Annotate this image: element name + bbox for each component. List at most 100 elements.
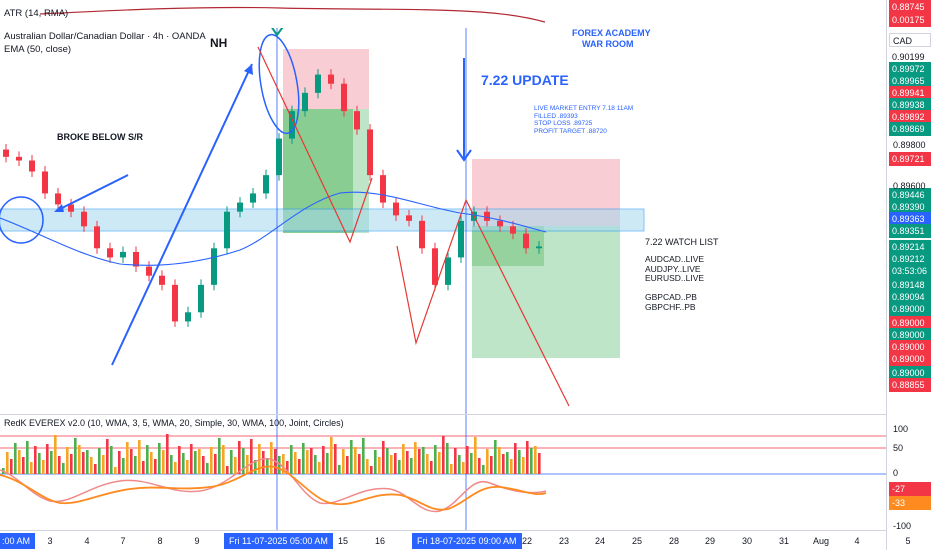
candle-body	[68, 204, 74, 212]
osc-bar	[446, 443, 449, 474]
price-tag: 0.89972	[889, 62, 931, 76]
price-tag: 0.90199	[889, 50, 931, 64]
osc-bar	[502, 454, 505, 474]
watch-item: AUDCAD..LIVE	[645, 254, 705, 264]
candle-body	[289, 111, 295, 139]
osc-bar	[410, 458, 413, 474]
candle-body	[380, 175, 386, 203]
osc-bar	[214, 454, 217, 474]
osc-bar	[326, 453, 329, 474]
osc-bar	[238, 441, 241, 474]
time-highlight-2: Fri 18-07-2025 09:00 AM	[412, 533, 522, 549]
profit-zone-2	[472, 226, 620, 358]
osc-bar	[82, 452, 85, 474]
watch-title: 7.22 WATCH LIST	[645, 237, 719, 247]
time-tick: 28	[668, 536, 680, 546]
osc-bar	[286, 461, 289, 474]
candle-body	[458, 220, 464, 258]
candle-body	[445, 257, 451, 285]
watch-item: EURUSD..LIVE	[645, 273, 705, 283]
osc-bar	[222, 445, 225, 474]
osc-bar	[394, 453, 397, 474]
circle-left	[0, 196, 44, 244]
osc-bar	[66, 447, 69, 474]
price-tag: 0.89869	[889, 122, 931, 136]
time-axis[interactable]: :00 AM 3 4 7 8 9 Fri 11-07-2025 05:00 AM…	[0, 530, 911, 550]
osc-axis-label: 100	[893, 424, 909, 434]
time-tick: 8	[157, 536, 163, 546]
candle-body	[393, 202, 399, 216]
time-highlight-1: Fri 11-07-2025 05:00 AM	[224, 533, 333, 549]
osc-value-tag: -27	[889, 482, 931, 496]
osc-bar	[162, 450, 165, 474]
osc-bar	[206, 463, 209, 474]
main-legend-title: Australian Dollar/Canadian Dollar · 4h ·…	[4, 31, 206, 42]
entry-note: LIVE MARKET ENTRY 7.18 11AM FILLED .8939…	[534, 105, 633, 135]
osc-bar	[450, 464, 453, 474]
osc-bar	[438, 452, 441, 474]
osc-bar	[18, 450, 21, 474]
candle-body	[523, 233, 529, 249]
candle-body	[224, 211, 230, 249]
osc-bar	[126, 442, 129, 474]
osc-bar	[422, 447, 425, 474]
osc-bar	[190, 444, 193, 474]
atr-line-chart	[39, 6, 546, 23]
osc-bar	[382, 441, 385, 474]
broke-label: BROKE BELOW S/R	[57, 132, 144, 142]
price-chart[interactable]	[0, 23, 886, 414]
osc-bar	[250, 439, 253, 474]
price-tag: 0.89446	[889, 188, 931, 202]
candle-body	[341, 83, 347, 112]
time-tick: 31	[778, 536, 790, 546]
osc-bar	[134, 456, 137, 474]
osc-bar	[58, 456, 61, 474]
price-axis-label: 0.89800	[893, 140, 926, 150]
price-axis[interactable]: 0.00175 CAD 0.90199 0.89972 0.89965 0.89941…	[886, 0, 932, 550]
osc-bar	[442, 436, 445, 474]
oscillator-panel[interactable]: RedK EVEREX v2.0 (10, WMA, 3, 5, WMA, 20…	[0, 414, 886, 531]
candle-body	[146, 266, 152, 276]
osc-bar	[386, 448, 389, 474]
watch-list: AUDCAD..LIVE AUDJPY..LIVE EURUSD..LIVE G…	[645, 254, 705, 312]
time-tick: 16	[374, 536, 386, 546]
price-tag: 0.89148	[889, 278, 931, 292]
osc-bar	[102, 455, 105, 474]
candle-body	[536, 246, 542, 249]
osc-bar	[38, 453, 41, 474]
time-tick: 29	[704, 536, 716, 546]
osc-bar	[314, 455, 317, 474]
osc-bar	[54, 435, 57, 474]
osc-bar	[186, 460, 189, 474]
osc-bar	[94, 464, 97, 474]
main-legend-ema: EMA (50, close)	[4, 44, 72, 55]
osc-bar	[462, 462, 465, 474]
osc-bar	[534, 446, 537, 474]
osc-bar	[310, 448, 313, 474]
osc-bar	[30, 462, 33, 474]
entry-line: LIVE MARKET ENTRY 7.18 11AM	[534, 105, 634, 112]
osc-bar	[514, 443, 517, 474]
currency-badge[interactable]: CAD	[889, 33, 931, 47]
osc-bar	[306, 450, 309, 474]
profit-fill-2	[472, 226, 544, 266]
osc-bar	[70, 454, 73, 474]
osc-bar	[118, 451, 121, 474]
atr-legend: ATR (14, RMA)	[4, 8, 69, 19]
candle-body	[133, 251, 139, 267]
osc-bar	[330, 437, 333, 474]
osc-bar	[338, 465, 341, 474]
osc-bar	[106, 439, 109, 474]
candle-body	[484, 211, 490, 221]
price-tag: 0.89363	[889, 212, 931, 226]
candle-body	[263, 175, 269, 194]
red-path-1	[257, 46, 373, 244]
main-price-panel[interactable]: Australian Dollar/Canadian Dollar · 4h ·…	[0, 23, 886, 414]
osc-bar	[122, 458, 125, 474]
price-tag: 0.89351	[889, 224, 931, 238]
osc-bar	[146, 445, 149, 474]
osc-bar	[374, 450, 377, 474]
osc-bar	[198, 449, 201, 474]
support-resistance-band	[0, 208, 645, 232]
osc-bar	[302, 443, 305, 474]
